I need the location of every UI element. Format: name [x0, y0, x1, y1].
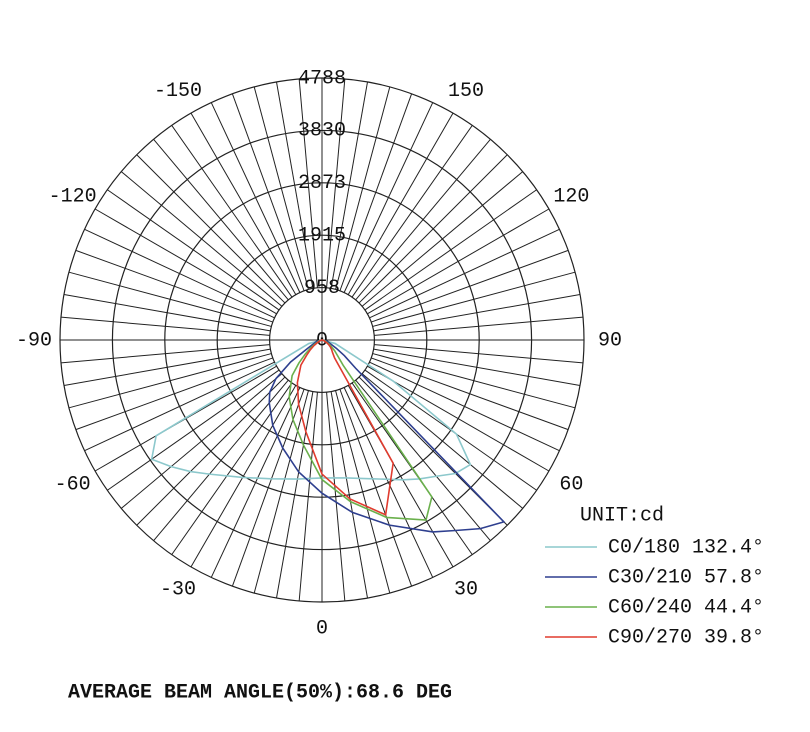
angle-tick-label: 60: [559, 473, 583, 496]
angle-tick-label: 120: [553, 185, 589, 208]
angle-tick-label: 0: [316, 617, 328, 640]
intensity-curve: [150, 339, 472, 481]
intensity-curve: [288, 339, 433, 521]
grid-ring: [164, 182, 480, 498]
intensity-curve: [296, 339, 394, 516]
grid-ring: [268, 286, 376, 394]
grid-ring: [111, 129, 533, 551]
r-tick-label: 2873: [298, 172, 346, 195]
legend-title: UNIT:cd: [580, 504, 664, 527]
grid-ring: [59, 77, 585, 603]
angle-tick-label: 150: [448, 80, 484, 103]
r-tick-label: 958: [304, 277, 340, 300]
legend-label: C0/180 132.4°: [608, 536, 764, 559]
r-tick-label: 3830: [298, 120, 346, 143]
angle-tick-label: 90: [598, 329, 622, 352]
legend-label: C90/270 39.8°: [608, 626, 764, 649]
grid-ring: [216, 234, 428, 446]
angle-tick-label: 30: [454, 579, 478, 602]
legend-label: C60/240 44.4°: [608, 596, 764, 619]
r-tick-label: 4788: [298, 67, 346, 90]
r-tick-label: 1915: [298, 224, 346, 247]
legend-label: C30/210 57.8°: [608, 566, 764, 589]
angle-tick-label: -150: [154, 80, 202, 103]
angle-tick-label: -60: [55, 473, 91, 496]
angle-tick-label: -90: [16, 329, 52, 352]
footer-note: AVERAGE BEAM ANGLE(50%):68.6 DEG: [68, 681, 452, 704]
angle-tick-label: -30: [160, 579, 196, 602]
intensity-curve: [268, 339, 506, 533]
angle-tick-label: -120: [49, 185, 97, 208]
